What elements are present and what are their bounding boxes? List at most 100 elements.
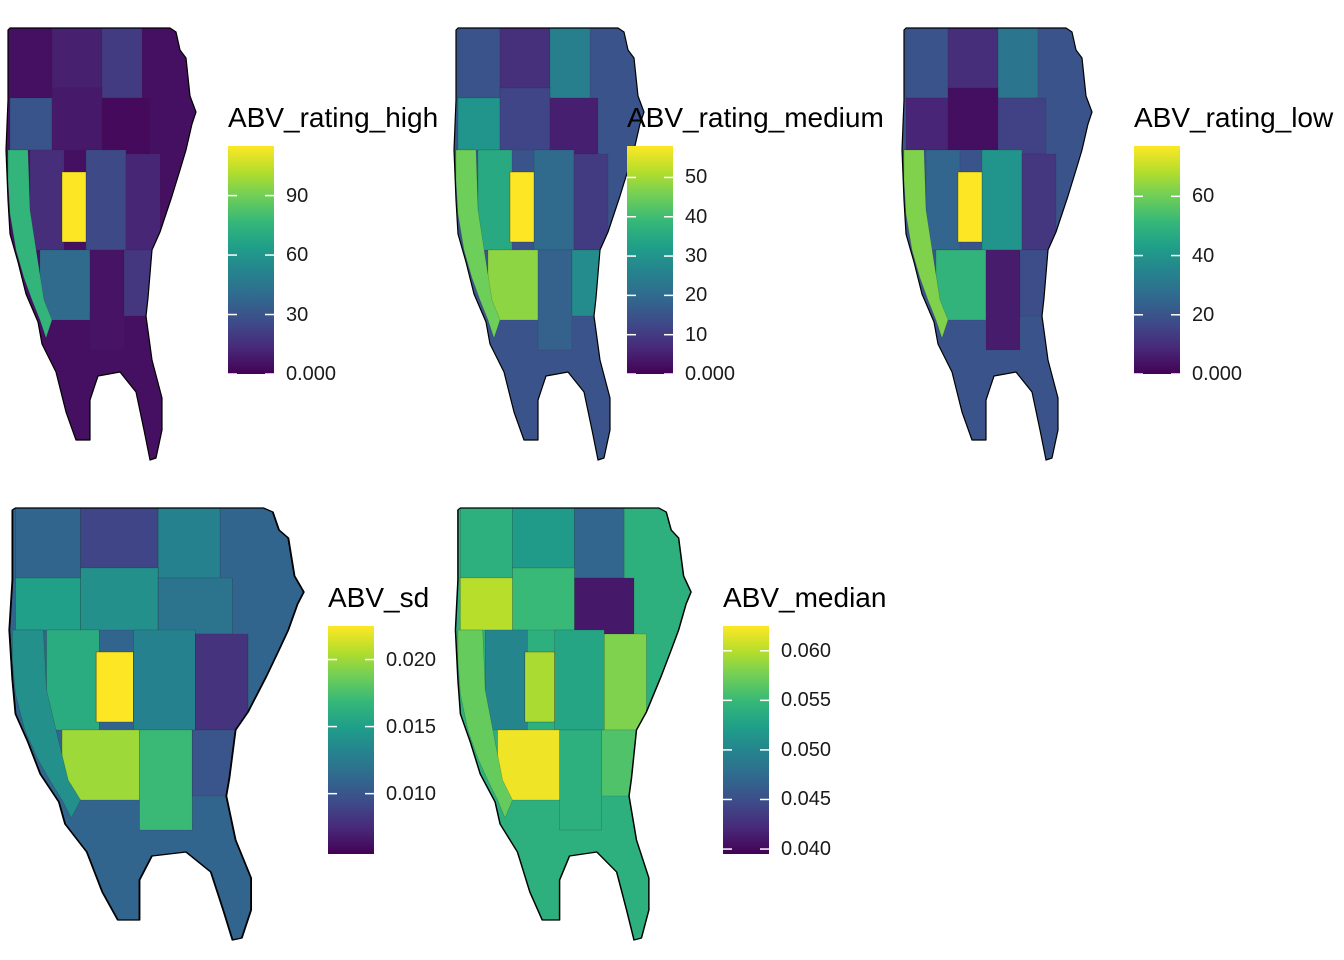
color-bar-gradient [1134, 146, 1180, 374]
color-bar-tick-label: 10 [685, 323, 708, 346]
state-region [533, 149, 575, 251]
state-region-highlight [509, 171, 535, 243]
state-region-west-coast [12, 629, 81, 819]
map-outline [901, 27, 1093, 461]
map-outline [8, 507, 305, 941]
state-region [85, 149, 127, 251]
color-bar-gradient [627, 146, 673, 374]
state-region [574, 508, 625, 579]
state-region [485, 629, 528, 731]
map-panel-abv-median: ABV_median 0.040 0.045 0.050 0.055 0.060 [448, 480, 896, 960]
state-region [157, 508, 221, 579]
state-region [139, 729, 193, 831]
state-region-highlight [524, 651, 555, 723]
state-region [497, 729, 560, 801]
color-bar-tick-label: 0.000 [286, 363, 337, 385]
state-region [549, 28, 591, 99]
color-bar-tick-label: 30 [286, 303, 309, 326]
state-region [195, 633, 249, 731]
color-bar-tick-label: 40 [685, 205, 708, 228]
state-region [554, 629, 605, 731]
legend-title: ABV_rating_low [1134, 102, 1334, 133]
state-region-highlight [61, 171, 87, 243]
color-bar-tick-label: 40 [1192, 244, 1215, 267]
state-region [947, 28, 999, 89]
state-region-highlight [957, 171, 983, 243]
map-panel-abv-rating-high: ABV_rating_high 0.000 30 60 90 [0, 0, 448, 480]
state-region [125, 153, 161, 251]
state-region [549, 97, 599, 155]
color-bar-gradient [228, 146, 274, 374]
color-bar [228, 146, 274, 375]
state-region [559, 729, 602, 831]
color-bar-tick-label: 0.045 [781, 788, 832, 811]
state-region [573, 153, 609, 251]
color-bar-tick-label: 0.000 [685, 363, 736, 385]
color-bar-gradient [723, 626, 769, 854]
us-map [901, 27, 1093, 461]
color-bar-tick-label: 0.010 [386, 782, 437, 805]
state-region [15, 508, 81, 579]
color-bar [328, 626, 374, 854]
color-bar [723, 626, 769, 854]
us-map [5, 27, 197, 461]
state-region [101, 28, 143, 99]
map-panel-abv-sd: ABV_sd 0.010 0.015 0.020 [0, 480, 448, 960]
state-region [512, 508, 575, 569]
color-bar-tick-label: 90 [286, 184, 309, 207]
state-region [101, 97, 151, 155]
state-region-west-coast [457, 629, 513, 819]
map-outline [453, 27, 645, 461]
state-region [604, 633, 647, 731]
color-bar-tick-label: 30 [685, 245, 708, 268]
legend-title: ABV_rating_high [228, 102, 439, 133]
state-region-highlight [95, 651, 134, 723]
color-bar-tick-label: 50 [685, 166, 708, 189]
color-bar-tick-label: 20 [685, 284, 708, 307]
state-region [80, 567, 159, 631]
state-region [985, 249, 1021, 351]
state-region [9, 97, 53, 151]
state-region [51, 87, 103, 151]
color-bar-tick-label: 0.015 [386, 715, 437, 738]
state-region [981, 149, 1023, 251]
legend-title: ABV_median [723, 582, 887, 613]
color-bar-tick-label: 60 [286, 244, 309, 267]
state-region [905, 97, 949, 151]
state-region [46, 629, 100, 731]
state-region [499, 28, 551, 89]
color-bar-tick-label: 0.000 [1192, 363, 1243, 385]
state-region [1021, 153, 1057, 251]
state-region [460, 577, 513, 631]
color-bar-tick-label: 0.050 [781, 738, 832, 761]
color-bar [627, 146, 673, 375]
state-region-west-coast [7, 149, 53, 339]
state-region [157, 577, 233, 635]
state-region [905, 28, 949, 99]
map-outline [5, 27, 197, 461]
state-region [935, 249, 987, 321]
state-region [457, 28, 501, 99]
color-bar [1134, 146, 1180, 375]
state-region [51, 28, 103, 89]
color-bar-tick-label: 0.060 [781, 639, 832, 662]
state-region [574, 577, 635, 635]
us-map [454, 507, 692, 941]
map-outline [454, 507, 692, 941]
state-region [499, 87, 551, 151]
us-map [453, 27, 645, 461]
us-map [8, 507, 305, 941]
state-region [997, 28, 1039, 99]
state-region [487, 249, 539, 321]
color-bar-tick-label: 0.020 [386, 648, 437, 671]
state-region [477, 149, 513, 251]
state-region [133, 629, 196, 731]
color-bar-gradient [328, 626, 374, 854]
state-region [512, 567, 575, 631]
state-region [457, 97, 501, 151]
state-region [925, 149, 961, 251]
state-region [80, 508, 159, 569]
state-region [537, 249, 573, 351]
state-region [460, 508, 513, 579]
